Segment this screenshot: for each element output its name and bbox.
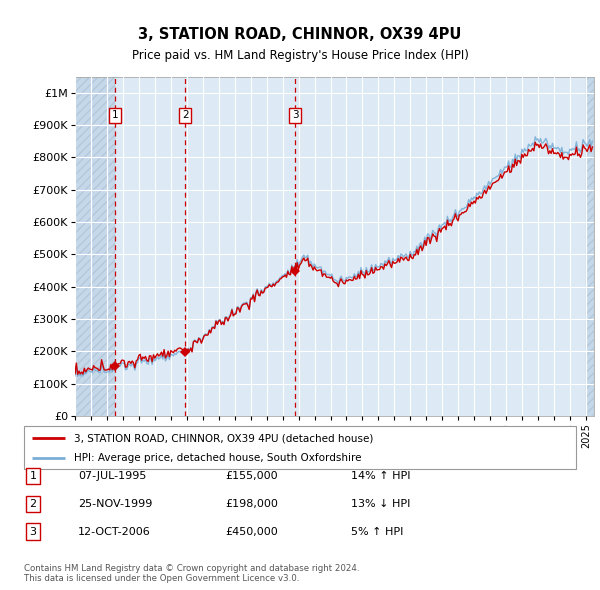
Text: 1: 1 <box>112 110 119 120</box>
Text: 1: 1 <box>29 471 37 481</box>
Text: 3: 3 <box>29 527 37 536</box>
Text: 12-OCT-2006: 12-OCT-2006 <box>78 527 151 536</box>
Text: 3, STATION ROAD, CHINNOR, OX39 4PU (detached house): 3, STATION ROAD, CHINNOR, OX39 4PU (deta… <box>74 433 373 443</box>
Text: 2: 2 <box>182 110 188 120</box>
Text: 2: 2 <box>29 499 37 509</box>
Text: Price paid vs. HM Land Registry's House Price Index (HPI): Price paid vs. HM Land Registry's House … <box>131 49 469 62</box>
Bar <box>75 77 115 416</box>
Text: 13% ↓ HPI: 13% ↓ HPI <box>351 499 410 509</box>
FancyBboxPatch shape <box>24 426 576 469</box>
Text: £450,000: £450,000 <box>225 527 278 536</box>
Text: HPI: Average price, detached house, South Oxfordshire: HPI: Average price, detached house, Sout… <box>74 453 361 463</box>
Text: 14% ↑ HPI: 14% ↑ HPI <box>351 471 410 481</box>
Text: 07-JUL-1995: 07-JUL-1995 <box>78 471 146 481</box>
Text: 25-NOV-1999: 25-NOV-1999 <box>78 499 152 509</box>
Text: £155,000: £155,000 <box>225 471 278 481</box>
Text: 3, STATION ROAD, CHINNOR, OX39 4PU: 3, STATION ROAD, CHINNOR, OX39 4PU <box>139 27 461 42</box>
Text: £198,000: £198,000 <box>225 499 278 509</box>
Text: 5% ↑ HPI: 5% ↑ HPI <box>351 527 403 536</box>
Text: Contains HM Land Registry data © Crown copyright and database right 2024.
This d: Contains HM Land Registry data © Crown c… <box>24 563 359 583</box>
Bar <box>586 77 594 416</box>
Text: 3: 3 <box>292 110 299 120</box>
